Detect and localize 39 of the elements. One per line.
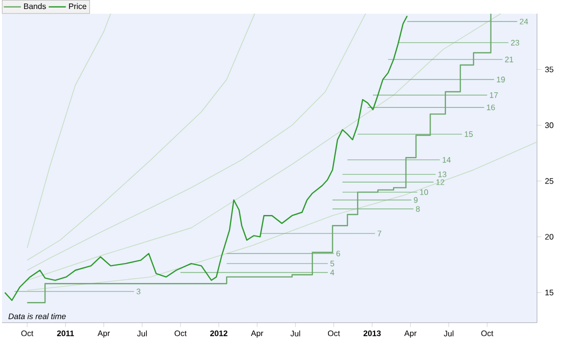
annotation: 19 <box>496 76 505 82</box>
annotation: 5 <box>330 260 334 266</box>
annotation: 6 <box>336 250 340 256</box>
annotation: 13 <box>438 171 446 178</box>
annotation: 7 <box>378 230 382 236</box>
y-tick-label: 15 <box>545 290 554 296</box>
x-tick-label: Apr <box>250 330 264 338</box>
x-tick-label: 2013 <box>364 330 381 336</box>
annotation: 8 <box>416 206 420 212</box>
x-tick-label: Oct <box>21 330 34 336</box>
y-tick-label: 35 <box>545 66 554 72</box>
annotation: 21 <box>505 56 514 62</box>
x-tick-label: Oct <box>481 330 494 336</box>
annotation: 17 <box>490 92 498 98</box>
x-tick-label: Jul <box>444 330 454 336</box>
annotation: 12 <box>436 179 444 185</box>
annotation: 10 <box>420 189 428 196</box>
x-tick-label: Oct <box>328 330 340 336</box>
y-tick-label: 25 <box>545 178 554 184</box>
x-tick-label: Jul <box>137 330 147 336</box>
x-tick-label: 2011 <box>57 330 74 336</box>
annotation: 9 <box>414 197 418 203</box>
y-tick-label: 20 <box>545 234 554 240</box>
annotation: 14 <box>442 157 451 163</box>
legend-label: Price <box>69 3 86 10</box>
annotation: 15 <box>464 131 473 137</box>
annotation: 3 <box>136 288 140 294</box>
x-tick-label: 2012 <box>210 330 228 336</box>
annotation: 16 <box>486 104 495 110</box>
annotation: Data is real time <box>8 313 66 320</box>
annotation: 23 <box>511 40 520 46</box>
annotation: 24 <box>520 18 528 24</box>
x-tick-label: Apr <box>404 330 417 338</box>
annotation: 4 <box>330 270 334 276</box>
y-tick-label: 30 <box>545 122 554 128</box>
x-tick-label: Oct <box>174 330 187 336</box>
x-tick-label: Apr <box>98 330 110 338</box>
x-tick-label: Jul <box>290 330 300 336</box>
legend-label: Bands <box>24 3 46 10</box>
